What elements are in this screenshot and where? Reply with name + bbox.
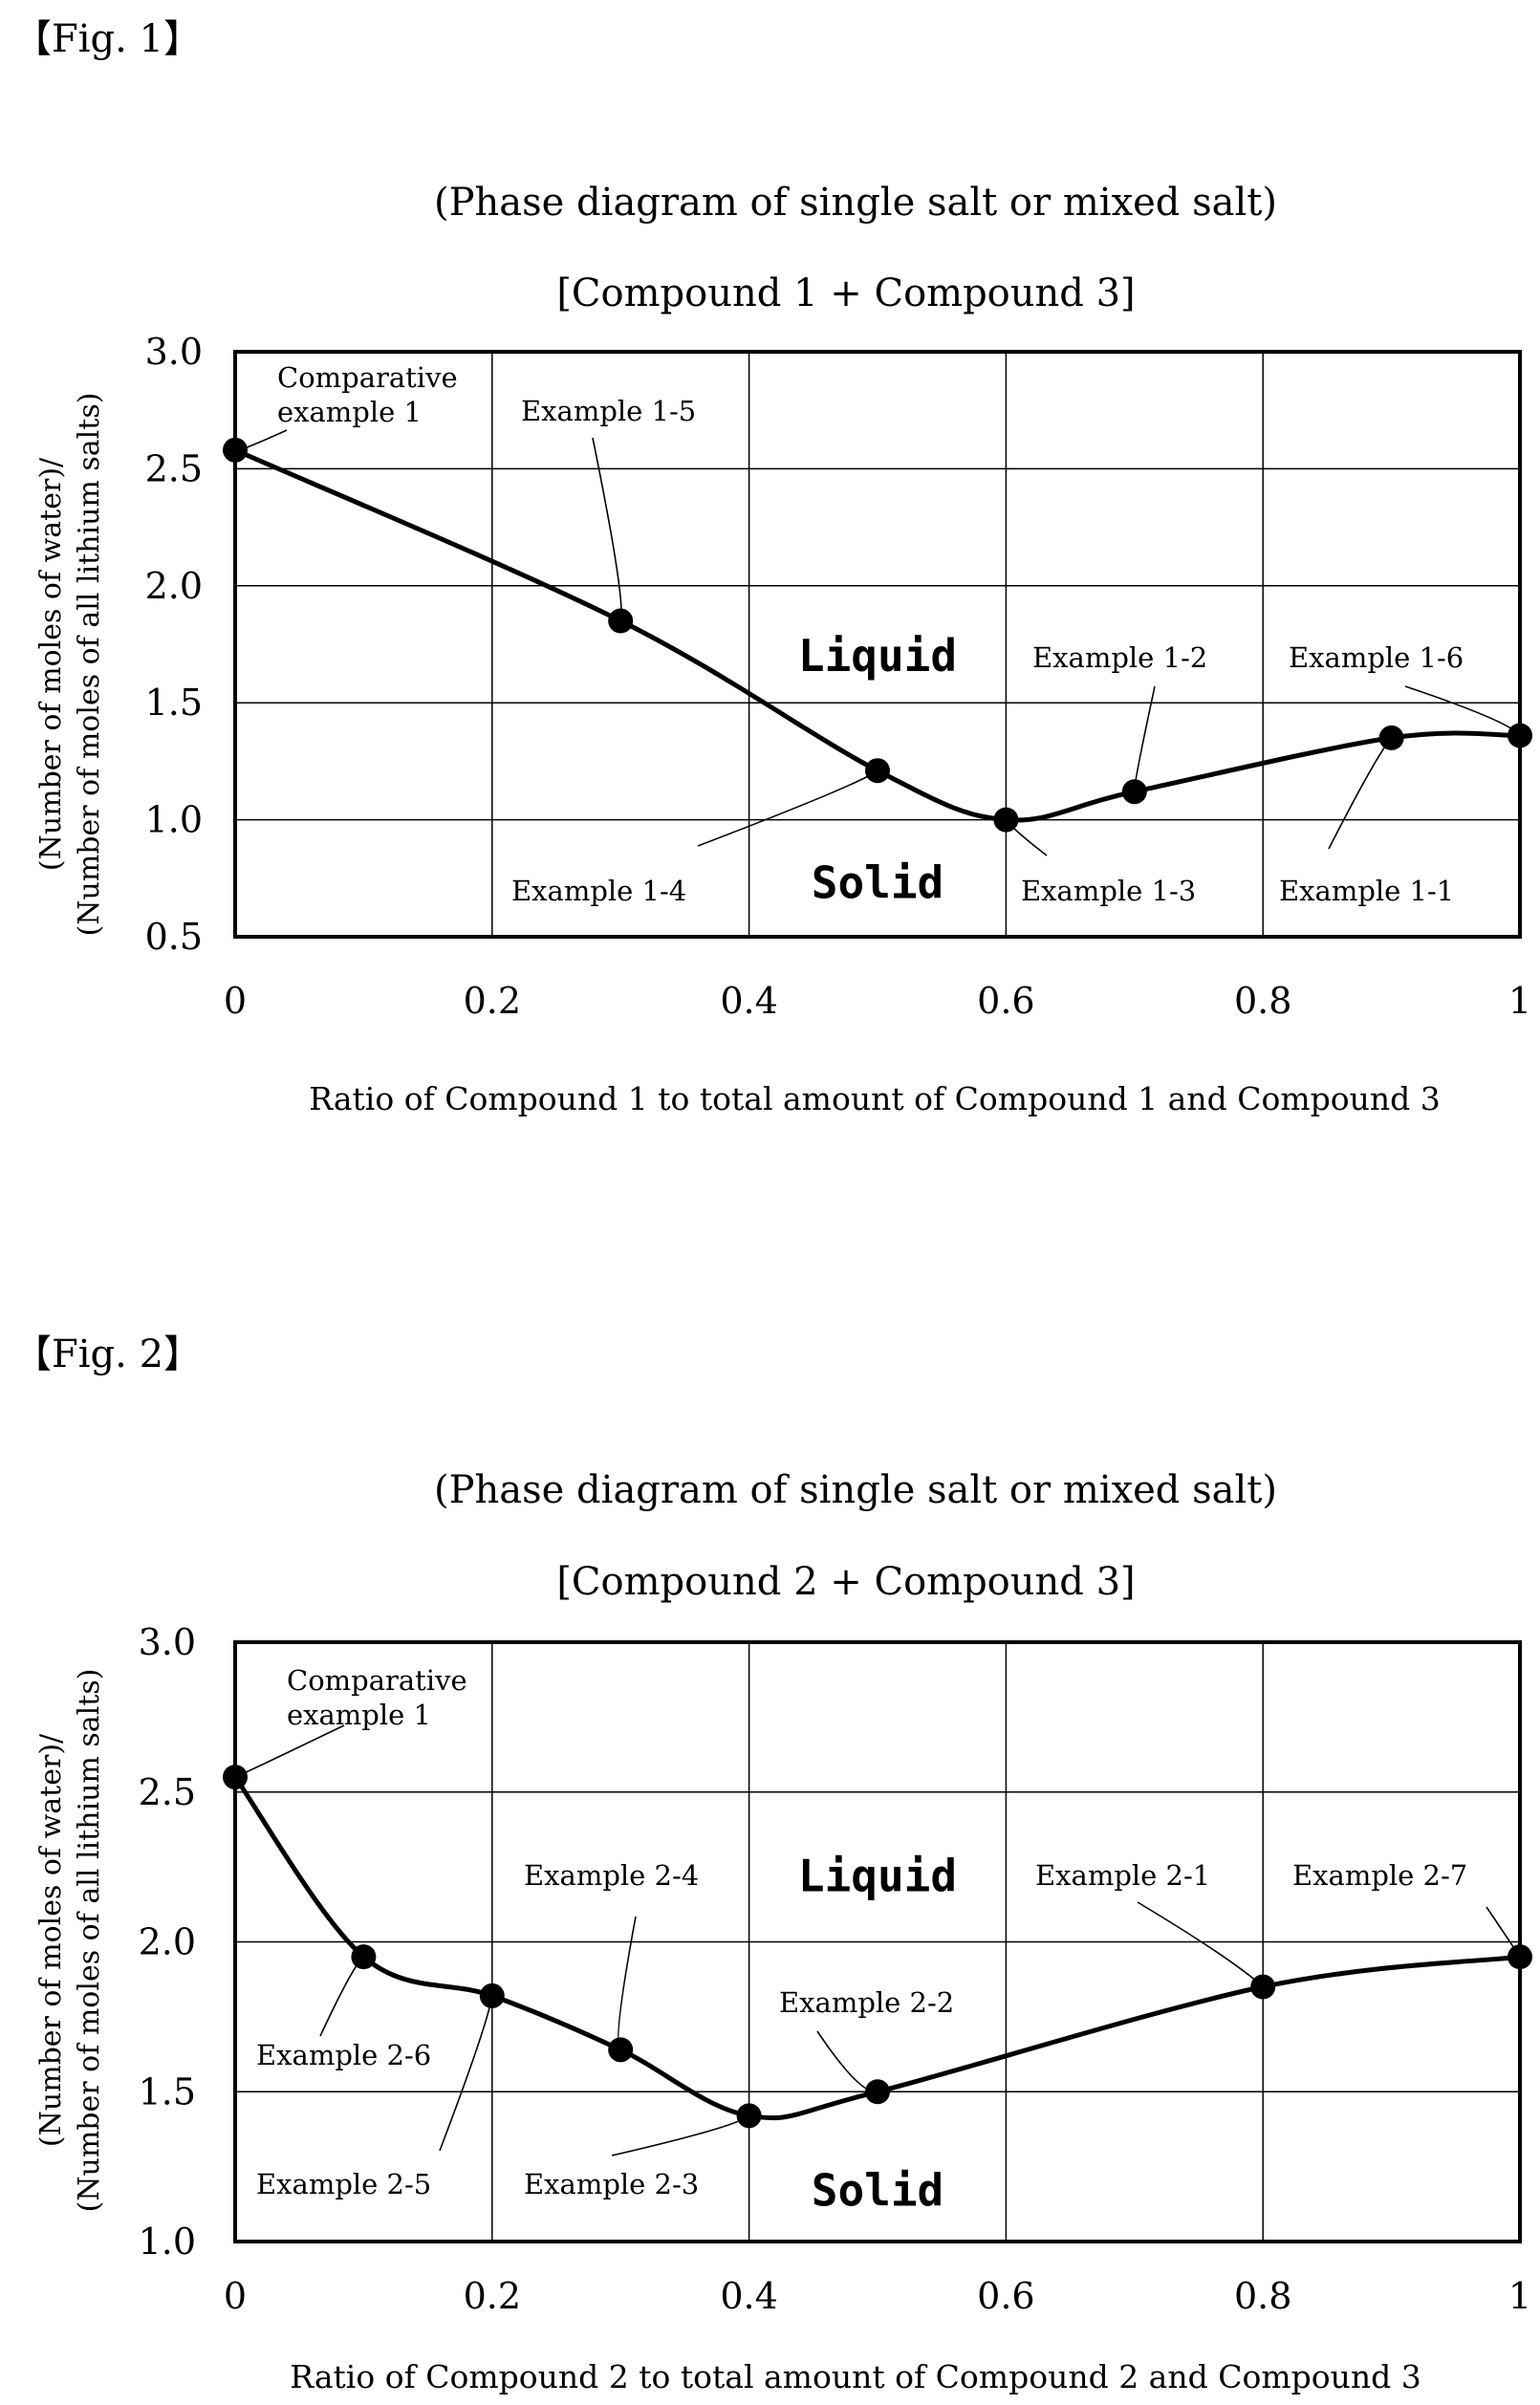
fig-2-data-point	[865, 2079, 890, 2105]
fig-2-annotation-leader	[1137, 1901, 1264, 1988]
fig-1-label: 【Fig. 1】	[13, 17, 202, 61]
fig-1-y-axis-label-line1: (Number of moles of water)/	[34, 457, 68, 871]
fig-2-x-tick-label: 0.6	[977, 2275, 1034, 2317]
fig-2-y-tick-label: 1.0	[139, 2221, 196, 2263]
fig-1-annotation-label: Example 1-2	[1032, 641, 1207, 674]
fig-2-x-tick-label: 0.8	[1234, 2275, 1291, 2317]
fig-2-data-point	[736, 2103, 762, 2129]
figure-1: 【Fig. 1】 (Phase diagram of single salt o…	[13, 17, 1532, 1117]
fig-2-data-point	[351, 1944, 377, 1970]
fig-1-y-tick-label: 2.0	[145, 565, 203, 607]
fig-1-series-line	[233, 447, 1521, 823]
fig-1-annotation-label: example 1	[277, 396, 422, 428]
fig-1-subtitle: [Compound 1 + Compound 3]	[556, 271, 1135, 315]
fig-2-annotation-leader	[816, 2030, 878, 2093]
fig-2-y-tick-label: 3.0	[139, 1621, 196, 1663]
fig-2-annotation-leader	[439, 1995, 493, 2152]
fig-1-y-tick-label: 1.0	[145, 799, 203, 841]
fig-1-annotation-label: Example 1-4	[511, 875, 686, 907]
fig-2-annotation-leader	[319, 1956, 364, 2037]
fig-1-annotation-leader	[1404, 685, 1521, 736]
fig-1-data-point	[993, 807, 1019, 833]
fig-2-title: (Phase diagram of single salt or mixed s…	[434, 1468, 1277, 1512]
fig-2-data-point	[223, 1765, 248, 1790]
fig-2-annotation-label: Example 2-5	[256, 2168, 431, 2200]
fig-1-x-tick-label: 0.8	[1234, 980, 1291, 1022]
fig-2-label: 【Fig. 2】	[13, 1332, 202, 1376]
fig-2-plot-frame	[233, 1640, 1522, 2243]
fig-1-plot-frame	[233, 350, 1522, 939]
fig-2-x-axis-label: Ratio of Compound 2 to total amount of C…	[290, 2358, 1421, 2395]
fig-1-x-tick-label: 0.2	[464, 980, 521, 1022]
fig-2-y-axis-label-line2: (Number of moles of all lithium salts)	[73, 1669, 106, 2213]
fig-1-x-axis-label: Ratio of Compound 1 to total amount of C…	[309, 1080, 1441, 1117]
fig-2-annotation-leader	[617, 1916, 637, 2051]
fig-2-annotation-label: Example 2-1	[1035, 1859, 1210, 1892]
figure-2: 【Fig. 2】 (Phase diagram of single salt o…	[13, 1332, 1532, 2395]
fig-1-annotation-label: Example 1-3	[1021, 875, 1196, 907]
fig-2-annotation-label: Example 2-7	[1292, 1859, 1467, 1892]
fig-2-annotation-label: example 1	[287, 1699, 431, 1731]
fig-1-data-point	[608, 608, 634, 634]
fig-2-annotation-leader	[234, 1724, 345, 1778]
fig-1-data-point	[223, 437, 248, 463]
fig-1-x-tick-label: 0.6	[977, 980, 1034, 1022]
fig-1-y-tick-label: 3.0	[145, 331, 203, 373]
fig-2-annotation-label: Example 2-4	[524, 1859, 699, 1892]
fig-2-x-tick-label: 0.4	[720, 2275, 777, 2317]
fig-2-y-tick-label: 1.5	[139, 2070, 196, 2112]
fig-2-region-label-liquid: Liquid	[798, 1851, 957, 1902]
fig-1-annotation-label: Comparative	[277, 361, 458, 394]
fig-1-x-tick-label: 0	[224, 980, 247, 1022]
fig-1-x-tick-label: 1	[1508, 980, 1531, 1022]
fig-1-x-tick-label: 0.4	[720, 980, 777, 1022]
fig-2-data-point	[1507, 1944, 1532, 1970]
fig-2-data-point	[479, 1982, 505, 2008]
fig-1-annotation-leader	[697, 769, 878, 847]
fig-2-x-tick-label: 1	[1508, 2275, 1531, 2317]
fig-2-data-point	[608, 2037, 634, 2063]
fig-1-y-axis-label-line2: (Number of moles of all lithium salts)	[73, 393, 106, 937]
fig-2-subtitle: [Compound 2 + Compound 3]	[556, 1560, 1135, 1604]
fig-1-annotation-label: Example 1-5	[521, 395, 696, 427]
fig-2-data-point	[1250, 1974, 1276, 2000]
fig-1-title: (Phase diagram of single salt or mixed s…	[434, 181, 1277, 225]
fig-2-annotation-label: Example 2-2	[779, 1986, 954, 2019]
fig-1-region-label-solid: Solid	[812, 857, 944, 909]
fig-1-y-tick-label: 1.5	[145, 682, 203, 724]
fig-1-data-point	[1507, 723, 1532, 748]
fig-1-y-tick-label: 2.5	[145, 447, 203, 489]
fig-2-x-tick-label: 0	[224, 2275, 247, 2317]
fig-2-annotation-leader	[611, 2114, 750, 2156]
fig-2-annotation-label: Comparative	[287, 1664, 467, 1697]
fig-2-y-axis-label-line1: (Number of moles of water)/	[34, 1733, 68, 2147]
fig-1-region-label-liquid: Liquid	[798, 630, 957, 682]
fig-1-annotation-label: Example 1-6	[1289, 641, 1464, 674]
fig-2-y-tick-label: 2.5	[139, 1771, 196, 1813]
fig-1-annotation-label: Example 1-1	[1279, 875, 1454, 907]
fig-1-annotation-leader	[592, 437, 622, 621]
fig-2-region-label-solid: Solid	[812, 2165, 944, 2217]
fig-2-plot: 1.0 1.5 2.0 2.5 3.0 0 0.2 0.4 0.6 0.8 1 Liquid Solid…	[139, 1621, 1532, 2317]
fig-1-data-point	[865, 758, 890, 784]
fig-1-y-tick-label: 0.5	[145, 916, 203, 958]
fig-1-data-point	[1121, 779, 1147, 805]
fig-2-annotation-label: Example 2-6	[256, 2039, 431, 2071]
fig-1-plot: 0.5 1.0 1.5 2.0 2.5 3.0 0 0.2 0.4 0.6 0.8 1 Liquid So…	[145, 331, 1532, 1022]
fig-2-x-tick-label: 0.2	[464, 2275, 521, 2317]
fig-2-y-tick-label: 2.0	[139, 1921, 196, 1963]
fig-1-annotation-leader	[1328, 737, 1393, 850]
fig-1-data-point	[1378, 725, 1404, 750]
fig-2-annotation-label: Example 2-3	[524, 2168, 699, 2200]
